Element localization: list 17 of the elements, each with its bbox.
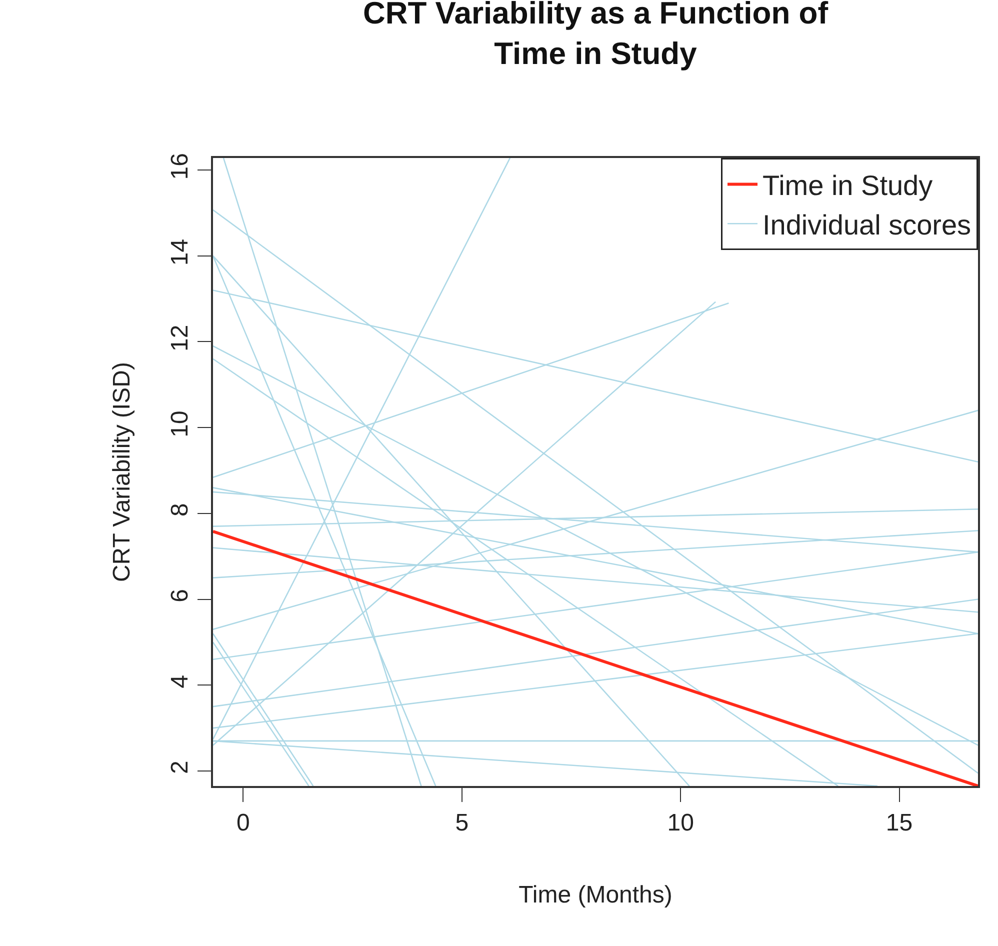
y-tick-label: 2	[166, 760, 194, 774]
y-tick-label: 6	[166, 588, 194, 602]
y-tick-label: 4	[166, 674, 194, 688]
y-tick-label: 14	[166, 238, 194, 266]
x-tick-label: 0	[236, 810, 250, 837]
x-axis-title: Time (Months)	[518, 881, 672, 908]
y-tick-label: 16	[166, 153, 194, 180]
x-tick-label: 10	[667, 810, 694, 837]
x-tick-label: 5	[455, 810, 469, 837]
y-tick-label: 8	[166, 503, 194, 516]
legend-label: Individual scores	[762, 210, 972, 241]
legend-label: Time in Study	[762, 170, 933, 202]
y-axis-title: CRT Variability (ISD)	[108, 362, 136, 582]
y-tick-label: 12	[166, 324, 194, 352]
y-tick-label: 10	[166, 410, 194, 438]
chart-title: CRT Variability as a Function of Time in Study	[362, 0, 829, 71]
x-tick-label: 15	[886, 810, 913, 837]
